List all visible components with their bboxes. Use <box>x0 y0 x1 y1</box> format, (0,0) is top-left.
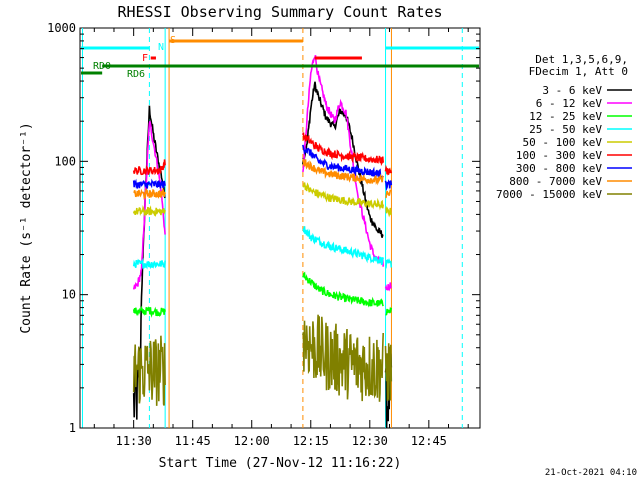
nflag-label: N <box>158 42 164 53</box>
legend-header: FDecim 1, Att 0 <box>529 65 628 78</box>
legend-entry-25-50-kev: 25 - 50 keV <box>529 123 602 136</box>
legend-entry-12-25-kev: 12 - 25 keV <box>529 110 602 123</box>
rd6-label: RD6 <box>127 69 145 80</box>
series-line <box>132 178 166 192</box>
flare-flag-label: F <box>142 53 148 64</box>
series-line <box>384 189 392 199</box>
saa-flag-label: S <box>170 35 176 46</box>
legend-entry-100-300-kev: 100 - 300 keV <box>516 149 602 162</box>
rd0-label: RD0 <box>93 61 111 72</box>
plot-frame <box>79 27 481 429</box>
legend-entry-6-12-kev: 6 - 12 keV <box>536 97 603 110</box>
x-tick-label: 12:15 <box>293 434 329 448</box>
flag-bars: FNS RD0 RD6 <box>81 35 479 80</box>
chart-title: RHESSI Observing Summary Count Rates <box>117 3 442 21</box>
x-axis-label: Start Time (27-Nov-12 11:16:22) <box>159 456 402 471</box>
y-tick-label: 100 <box>54 154 76 168</box>
series-line <box>132 205 166 218</box>
series-line <box>302 226 384 266</box>
footer-timestamp: 21-Oct-2021 04:10 <box>545 468 637 478</box>
axes: 1 10 100 1000 11:30 11:45 12:00 12:15 12:30 12:45 <box>47 21 480 448</box>
series-line <box>132 121 166 290</box>
y-tick-label: 1000 <box>47 21 76 35</box>
series-layer <box>132 55 393 429</box>
series-line <box>302 144 384 180</box>
series-100-300-kev <box>132 132 393 176</box>
series-line <box>385 205 393 218</box>
series-line <box>302 132 384 167</box>
legend-entry-50-100-kev: 50 - 100 keV <box>523 136 603 149</box>
series-line <box>132 257 166 270</box>
legend-entry-300-800-kev: 300 - 800 keV <box>516 162 602 175</box>
series-line <box>302 55 384 267</box>
series-line <box>302 158 384 186</box>
x-tick-label: 11:45 <box>175 434 211 448</box>
series-50-100-kev <box>132 182 393 218</box>
series-line <box>132 159 166 176</box>
series-line <box>384 343 393 401</box>
y-tick-label: 1 <box>69 421 76 435</box>
series-25-50-kev <box>132 226 393 270</box>
series-line <box>133 187 166 201</box>
legend-entry-7000-15000-kev: 7000 - 15000 keV <box>496 188 602 201</box>
series-line <box>384 257 393 269</box>
legend-entry-800-7000-kev: 800 - 7000 keV <box>509 175 602 188</box>
x-tick-label: 12:00 <box>234 434 270 448</box>
x-tick-label: 12:45 <box>411 434 447 448</box>
legend-entry-3-6-kev: 3 - 6 keV <box>542 84 602 97</box>
series-line <box>384 164 393 176</box>
series-line <box>302 271 384 308</box>
x-tick-label: 12:30 <box>352 434 388 448</box>
series-line <box>385 306 393 316</box>
series-line <box>302 314 384 402</box>
series-12-25-kev <box>132 271 393 318</box>
y-tick-label: 10 <box>62 288 76 302</box>
series-800-7000-kev <box>133 158 392 201</box>
series-line <box>302 81 384 238</box>
series-line <box>384 282 392 292</box>
series-300-800-kev <box>132 144 393 192</box>
x-tick-label: 11:30 <box>116 434 152 448</box>
series-line <box>132 305 166 318</box>
series-line <box>302 182 384 211</box>
y-axis-label: Count Rate (s⁻¹ detector⁻¹) <box>19 122 34 333</box>
legend: Det 1,3,5,6,9,FDecim 1, Att 0 3 - 6 keV6 … <box>496 53 632 201</box>
series-line <box>384 179 393 192</box>
series-7000-15000-kev <box>132 314 393 406</box>
legend-header: Det 1,3,5,6,9, <box>535 53 628 66</box>
series-6-12-kev <box>132 55 392 292</box>
series-line <box>132 335 166 406</box>
